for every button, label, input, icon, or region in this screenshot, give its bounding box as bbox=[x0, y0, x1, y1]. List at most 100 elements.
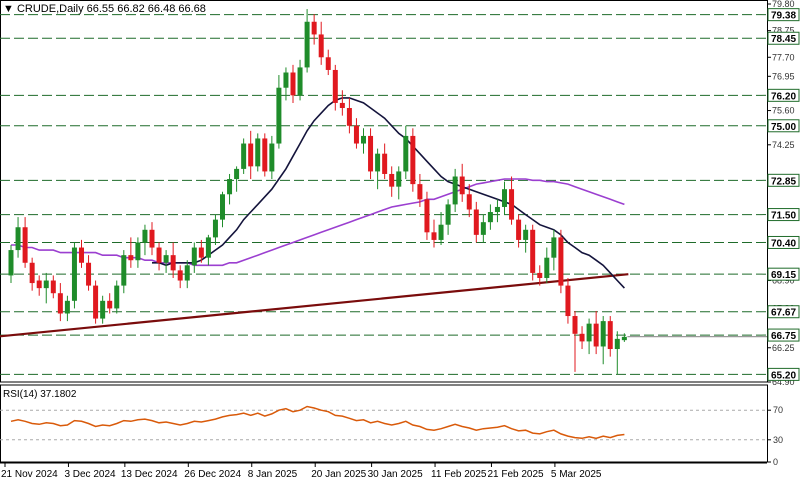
candle-body bbox=[452, 176, 458, 205]
sma-slow-line bbox=[11, 178, 625, 267]
time-tick-label: 11 Feb 2025 bbox=[431, 469, 487, 480]
candle-body bbox=[494, 206, 500, 213]
candle-body bbox=[191, 247, 197, 266]
chart-header: ▼ CRUDE,Daily 66.55 66.82 66.48 66.68 bbox=[3, 3, 206, 15]
level-label-box bbox=[767, 8, 800, 22]
level-label: 71.50 bbox=[771, 211, 796, 222]
price-tick-label: 74.25 bbox=[772, 140, 795, 150]
candle-body bbox=[396, 171, 402, 187]
candle-body bbox=[170, 255, 176, 271]
price-tick-label: 79.80 bbox=[772, 0, 795, 9]
price-tick-label: 78.75 bbox=[772, 26, 795, 36]
candle-body bbox=[220, 194, 225, 220]
candle-body bbox=[473, 209, 479, 235]
level-label-box bbox=[767, 31, 800, 45]
candle-body bbox=[311, 21, 317, 35]
candle-body bbox=[297, 67, 303, 96]
candle-body bbox=[29, 262, 35, 284]
candle-body bbox=[156, 247, 162, 263]
candle-body bbox=[438, 224, 444, 240]
candle-body bbox=[8, 250, 14, 276]
support-trendline bbox=[0, 273, 629, 338]
time-tick-label: 26 Dec 2024 bbox=[184, 469, 241, 480]
candle-body bbox=[248, 143, 254, 167]
rsi-tick-label: 0 bbox=[773, 457, 778, 467]
candle-body bbox=[459, 176, 465, 195]
candle-body bbox=[389, 173, 395, 187]
candle-body bbox=[593, 323, 599, 347]
candle-body bbox=[445, 204, 451, 225]
candle-body bbox=[57, 293, 63, 314]
candle-body bbox=[135, 242, 141, 261]
candle-body bbox=[558, 237, 564, 286]
candle-body bbox=[530, 229, 536, 273]
candle-body bbox=[93, 285, 99, 319]
candle-body bbox=[586, 323, 592, 342]
candle-body bbox=[128, 255, 134, 261]
candle-body bbox=[424, 199, 430, 233]
candle-body bbox=[572, 316, 578, 334]
time-tick-label: 8 Jan 2025 bbox=[248, 469, 298, 480]
level-label: 75.00 bbox=[771, 122, 796, 133]
candle-body bbox=[361, 135, 366, 144]
level-label: 79.38 bbox=[771, 11, 796, 22]
candle-body bbox=[600, 321, 606, 347]
candle-body bbox=[227, 179, 233, 195]
rsi-tick-label: 70 bbox=[773, 405, 783, 415]
candle-body bbox=[205, 237, 211, 258]
time-tick-label: 30 Jan 2025 bbox=[368, 469, 423, 480]
candle-body bbox=[382, 153, 388, 174]
candle-body bbox=[537, 272, 543, 278]
candle-body bbox=[621, 336, 627, 341]
price-tick-label: 75.60 bbox=[772, 106, 795, 116]
price-pane-frame bbox=[0, 0, 768, 383]
candle-body bbox=[551, 237, 557, 258]
time-tick-label: 3 Dec 2024 bbox=[64, 469, 116, 480]
candle-body bbox=[276, 87, 282, 144]
rsi-header: RSI(14) 37.1802 bbox=[3, 389, 77, 400]
candle-body bbox=[163, 255, 169, 263]
candle-body bbox=[255, 138, 261, 167]
rsi-line bbox=[10, 405, 625, 440]
candle-body bbox=[269, 143, 275, 172]
candle-body bbox=[107, 300, 113, 309]
sma-fast-line bbox=[152, 97, 625, 289]
candle-body bbox=[502, 189, 507, 207]
level-label: 72.85 bbox=[771, 176, 796, 187]
ohlc-values: 66.55 66.82 66.48 66.68 bbox=[86, 3, 206, 15]
candle-body bbox=[71, 247, 77, 301]
collapse-arrow-icon[interactable]: ▼ bbox=[3, 3, 14, 15]
candle-body bbox=[304, 21, 310, 68]
price-tick-label: 64.90 bbox=[772, 377, 795, 387]
candle-body bbox=[100, 300, 106, 319]
candle-body bbox=[353, 125, 359, 144]
level-label-box bbox=[767, 119, 800, 133]
time-tick-label: 13 Dec 2024 bbox=[121, 469, 178, 480]
time-tick-label: 21 Nov 2024 bbox=[1, 469, 58, 480]
candle-body bbox=[318, 34, 324, 58]
candle-body bbox=[579, 333, 585, 342]
level-label: 67.67 bbox=[771, 308, 796, 319]
candle-body bbox=[43, 280, 49, 289]
symbol-label: CRUDE,Daily bbox=[16, 3, 84, 15]
candle-body bbox=[544, 257, 550, 278]
candle-body bbox=[466, 194, 472, 210]
candle-body bbox=[290, 72, 296, 96]
level-label-box bbox=[767, 208, 800, 222]
candle-body bbox=[114, 285, 120, 309]
candle-body bbox=[332, 69, 338, 103]
candle-body bbox=[410, 135, 416, 185]
candle-body bbox=[36, 280, 42, 289]
candle-body bbox=[516, 219, 522, 240]
candle-body bbox=[22, 227, 28, 263]
candle-body bbox=[262, 138, 268, 172]
candle-body bbox=[403, 135, 409, 172]
candle-body bbox=[614, 338, 620, 350]
candle-body bbox=[283, 72, 289, 88]
price-tick-label: 76.95 bbox=[772, 71, 795, 81]
candle-body bbox=[79, 247, 84, 263]
level-label-box bbox=[767, 88, 800, 102]
candle-body bbox=[325, 57, 331, 70]
candle-body bbox=[431, 232, 437, 240]
